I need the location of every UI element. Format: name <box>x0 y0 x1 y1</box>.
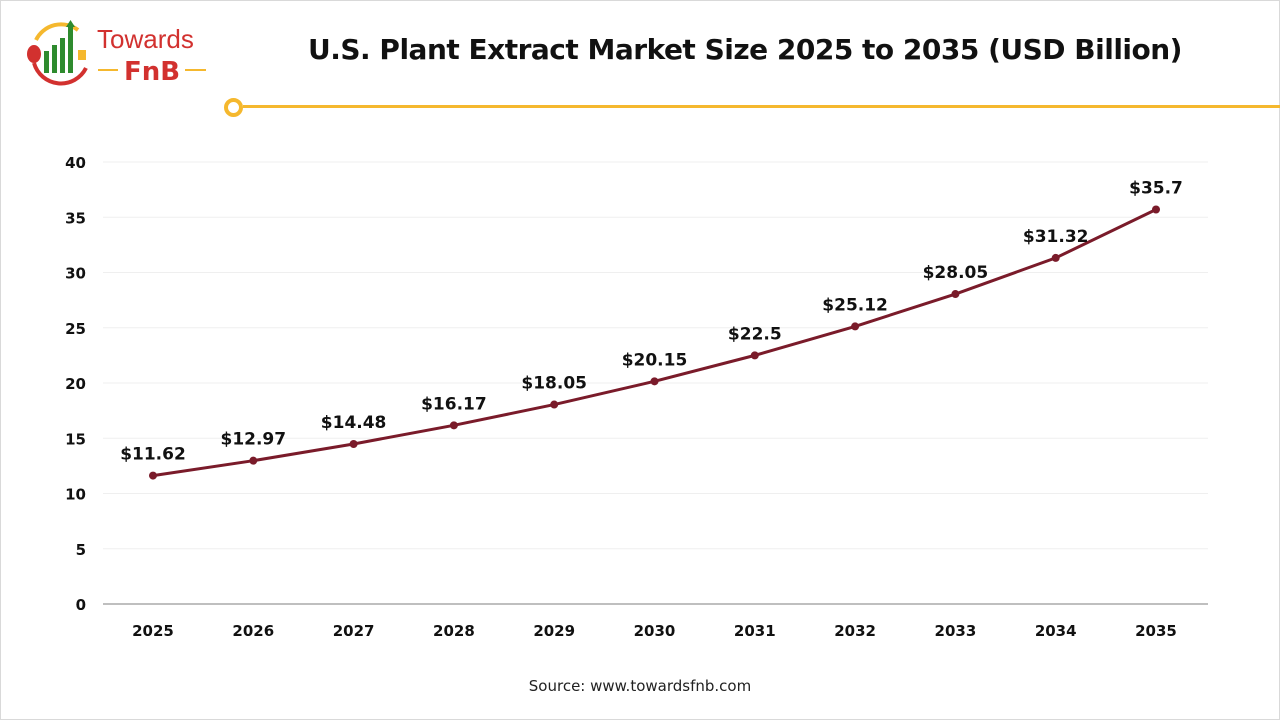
data-label: $12.97 <box>220 430 286 450</box>
data-label: $11.62 <box>120 445 186 465</box>
y-tick-label: 35 <box>65 209 86 227</box>
data-label: $28.05 <box>923 263 989 283</box>
x-tick-label: 2029 <box>533 622 575 640</box>
x-tick-label: 2030 <box>634 622 676 640</box>
y-tick-label: 5 <box>76 541 86 559</box>
logo-text-fnb: FnB <box>124 57 180 87</box>
x-tick-label: 2028 <box>433 622 475 640</box>
chart-title: U.S. Plant Extract Market Size 2025 to 2… <box>308 33 1182 66</box>
y-tick-label: 20 <box>65 375 86 393</box>
data-point <box>349 439 358 448</box>
title-underline-dot <box>224 98 243 117</box>
y-tick-label: 25 <box>65 320 86 338</box>
data-label: $35.7 <box>1129 179 1183 199</box>
title-underline <box>243 105 1280 108</box>
data-point <box>951 290 960 299</box>
y-tick-label: 10 <box>65 486 86 504</box>
data-point <box>1051 253 1060 262</box>
data-point <box>149 471 157 480</box>
x-tick-label: 2026 <box>232 622 274 640</box>
source-note: Source: www.towardsfnb.com <box>528 677 752 695</box>
data-point <box>851 322 860 331</box>
data-point <box>449 421 458 430</box>
data-label: $18.05 <box>521 374 587 394</box>
data-point <box>1152 205 1160 214</box>
data-point <box>750 351 759 360</box>
data-label: $31.32 <box>1023 227 1089 247</box>
data-point <box>650 377 659 386</box>
y-tick-label: 0 <box>76 596 86 614</box>
data-label: $14.48 <box>321 413 387 433</box>
data-label: $20.15 <box>622 350 688 370</box>
x-tick-label: 2033 <box>935 622 977 640</box>
x-tick-label: 2027 <box>333 622 375 640</box>
towards-fnb-logo: Towards FnB <box>27 20 206 87</box>
y-tick-label: 40 <box>65 154 86 172</box>
x-tick-label: 2032 <box>834 622 876 640</box>
x-tick-label: 2031 <box>734 622 776 640</box>
data-label: $16.17 <box>421 394 487 414</box>
y-tick-label: 15 <box>65 430 86 448</box>
x-tick-label: 2025 <box>132 622 174 640</box>
x-tick-label: 2035 <box>1135 622 1177 640</box>
y-tick-label: 30 <box>65 265 86 283</box>
series-line <box>152 208 1157 478</box>
x-tick-label: 2034 <box>1035 622 1077 640</box>
logo-text-towards: Towards <box>97 24 194 54</box>
data-label: $22.5 <box>728 324 782 344</box>
data-point <box>550 400 559 409</box>
data-point <box>249 456 258 465</box>
data-label: $25.12 <box>822 295 888 315</box>
